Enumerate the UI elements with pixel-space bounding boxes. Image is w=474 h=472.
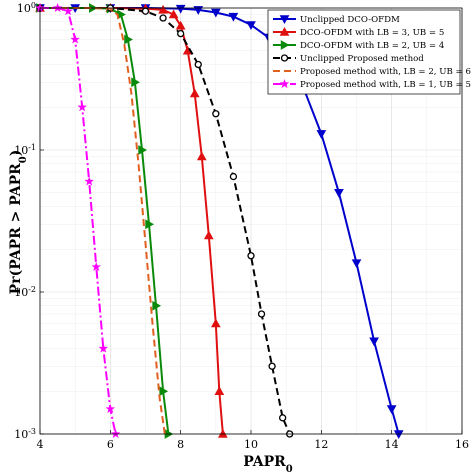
x-tick-label: 10	[244, 438, 258, 451]
data-point	[279, 78, 290, 89]
legend-label: Proposed method with, LB = 2, UB = 6	[300, 67, 471, 77]
x-tick-label: 4	[37, 438, 44, 451]
series-4	[36, 4, 294, 438]
legend-label: DCO-OFDM with LB = 3, UB = 5	[300, 28, 444, 38]
data-point	[124, 34, 133, 45]
data-point	[52, 2, 63, 13]
series-line	[40, 7, 166, 435]
legend-label: DCO-OFDM with LB = 2, UB = 4	[300, 41, 445, 51]
data-point	[194, 60, 202, 69]
x-tick-label: 6	[107, 438, 114, 451]
legend-box	[267, 9, 461, 95]
series-line	[40, 7, 170, 435]
data-point	[228, 12, 239, 22]
y-tick-label: 10-2	[14, 285, 36, 300]
x-tick-label: 14	[385, 438, 399, 451]
data-point	[145, 219, 155, 230]
series-line	[40, 7, 291, 435]
series-6	[35, 2, 121, 439]
data-point	[138, 145, 148, 155]
data-point	[279, 26, 290, 36]
series-5	[40, 7, 166, 435]
legend: Unclipped DCO-OFDM DCO-OFDM with LB = 3, …	[267, 9, 471, 95]
legend-label: Unclipped Proposed method	[300, 54, 424, 64]
data-point	[70, 34, 81, 44]
series-3	[36, 3, 174, 439]
data-point	[77, 102, 88, 112]
series-2	[35, 2, 228, 438]
legend-entry: DCO-OFDM with LB = 2, UB = 4	[273, 40, 445, 51]
y-tick-label: 10-1	[14, 143, 36, 158]
data-point	[369, 337, 379, 347]
data-point	[159, 14, 167, 22]
data-point	[168, 9, 179, 19]
data-point	[105, 403, 116, 414]
data-point	[386, 405, 397, 415]
legend-entry: Unclipped DCO-OFDM	[273, 15, 400, 25]
data-point	[159, 386, 169, 397]
data-point	[229, 172, 238, 181]
data-point	[280, 40, 290, 50]
x-axis-label-main: PAPR	[243, 454, 286, 470]
y-axis-label: Pr(PAPR > PAPR0)	[8, 150, 29, 295]
series-line	[40, 7, 117, 435]
data-point	[278, 414, 287, 422]
y-axis-label-main: Pr(PAPR > PAPR	[8, 163, 24, 294]
legend-label: Unclipped DCO-OFDM	[300, 15, 400, 25]
data-point	[334, 189, 344, 198]
legend-entry: Unclipped Proposed method	[273, 54, 424, 64]
data-point	[247, 252, 255, 260]
data-point	[246, 21, 256, 30]
series-line	[40, 7, 224, 435]
data-point	[279, 15, 290, 25]
data-point	[141, 7, 150, 15]
x-tick-label: 12	[314, 438, 328, 451]
x-axis-ticks: 4 6 8 10 12 14 16	[37, 430, 469, 451]
data-point	[110, 428, 121, 439]
y-axis-label-sub: 0	[18, 156, 29, 163]
data-point	[280, 54, 289, 62]
data-point	[158, 4, 168, 14]
x-axis-label: PAPR0	[243, 454, 293, 472]
data-point	[152, 300, 162, 311]
data-point	[316, 130, 327, 139]
data-point	[131, 77, 140, 88]
data-point	[214, 386, 225, 395]
data-point	[84, 176, 95, 186]
x-tick-label: 8	[177, 438, 184, 451]
data-point	[63, 6, 73, 16]
data-point	[212, 110, 220, 118]
x-tick-label: 16	[455, 438, 469, 451]
y-tick-label: 10-3	[14, 427, 36, 442]
data-point	[175, 4, 186, 14]
data-point	[189, 88, 200, 98]
legend-entry: Proposed method with, LB = 2, UB = 6	[273, 67, 471, 77]
legend-label: Proposed method with, LB = 1, UB = 5	[300, 80, 471, 90]
data-point	[210, 318, 221, 328]
data-point	[175, 20, 186, 30]
data-point	[210, 8, 221, 18]
data-point	[91, 261, 102, 272]
data-point	[193, 6, 204, 15]
x-axis-label-sub: 0	[286, 464, 293, 472]
data-point	[351, 259, 362, 269]
data-point	[257, 310, 266, 318]
legend-entry: DCO-OFDM with LB = 3, UB = 5	[273, 26, 444, 38]
legend-entry: Proposed method with, LB = 1, UB = 5	[273, 78, 471, 90]
data-point	[196, 151, 207, 161]
data-point	[203, 230, 214, 240]
data-point	[98, 343, 109, 353]
data-point	[268, 362, 276, 370]
y-axis-label-close: )	[8, 150, 24, 157]
y-tick-label: 100	[17, 1, 36, 16]
data-point	[177, 29, 185, 38]
y-axis-ticks: 100 10-1 10-2 10-3	[14, 1, 44, 442]
